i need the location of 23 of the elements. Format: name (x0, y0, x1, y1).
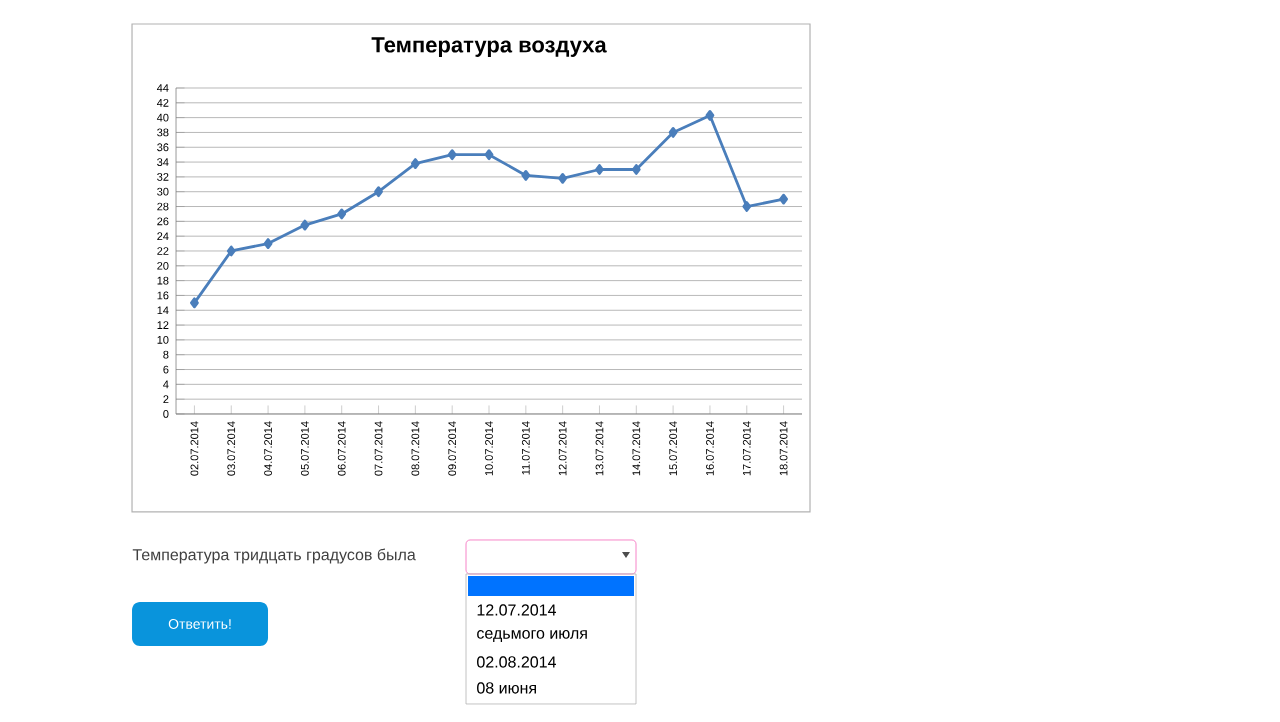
text: Температура тридцать градусов была (132, 548, 416, 564)
point (263, 238, 273, 249)
point (410, 158, 420, 169)
point (668, 127, 678, 138)
point (374, 186, 383, 198)
point (558, 172, 568, 184)
point (484, 149, 494, 161)
point (705, 110, 715, 121)
point (337, 208, 347, 220)
point (631, 164, 641, 175)
point (595, 164, 604, 175)
point (521, 170, 531, 181)
point (190, 297, 199, 309)
text: 08 июня (477, 682, 536, 694)
point (447, 149, 457, 161)
point (779, 193, 788, 205)
text: 02.08.2014 (477, 656, 557, 668)
point (742, 201, 752, 212)
point (226, 245, 236, 257)
point (300, 219, 310, 231)
text: седьмого июля (477, 630, 587, 642)
chart-title: Температура воздуха (371, 37, 607, 57)
text: 12.07.2014 (477, 604, 557, 616)
